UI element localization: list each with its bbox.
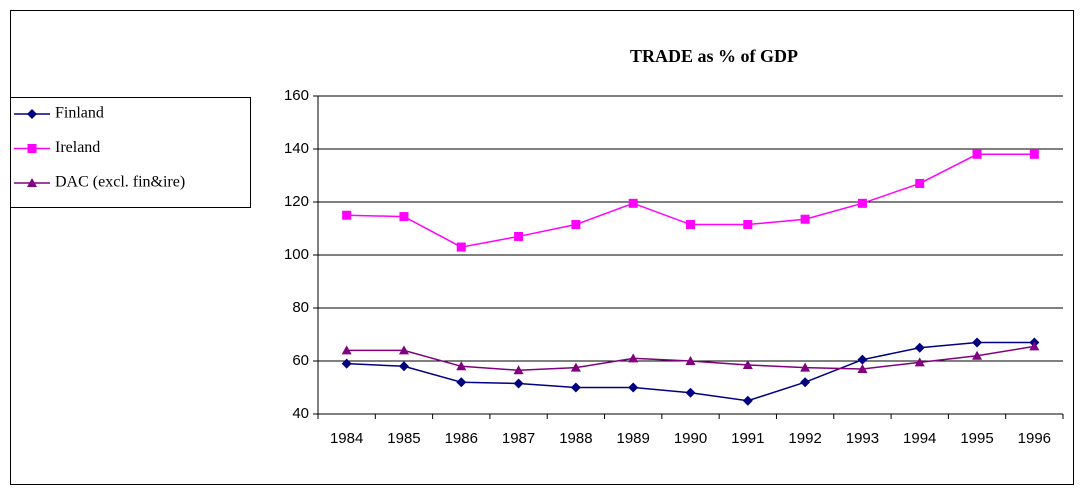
- x-tick-label: 1992: [788, 430, 821, 447]
- chart-title: TRADE as % of GDP: [630, 46, 798, 66]
- x-tick-label: 1989: [617, 430, 650, 447]
- legend-label: DAC (excl. fin&ire): [55, 174, 185, 191]
- x-tick-label: 1988: [559, 430, 592, 447]
- marker: [399, 212, 409, 222]
- marker: [743, 220, 753, 230]
- y-tick-label: 140: [284, 140, 309, 157]
- x-tick-label: 1984: [330, 430, 363, 447]
- marker: [571, 220, 581, 230]
- x-tick-label: 1987: [502, 430, 535, 447]
- marker: [342, 210, 352, 220]
- x-tick-label: 1991: [731, 430, 764, 447]
- marker: [915, 178, 925, 188]
- marker: [27, 144, 37, 153]
- x-tick-label: 1993: [846, 430, 879, 447]
- y-tick-label: 80: [292, 299, 309, 316]
- marker: [742, 395, 753, 406]
- y-tick-label: 40: [292, 405, 309, 422]
- y-tick-label: 60: [292, 352, 309, 369]
- marker: [1029, 149, 1039, 159]
- marker: [857, 198, 867, 208]
- marker: [685, 387, 696, 398]
- marker: [513, 378, 524, 389]
- legend-label: Finland: [55, 105, 104, 122]
- marker: [800, 377, 811, 388]
- marker: [514, 231, 524, 241]
- marker: [857, 363, 868, 373]
- marker: [341, 345, 352, 355]
- chart-border: [10, 10, 1074, 485]
- marker: [972, 350, 983, 360]
- marker: [341, 358, 352, 369]
- marker: [972, 337, 983, 348]
- legend-label: Ireland: [55, 139, 100, 156]
- x-tick-label: 1994: [903, 430, 936, 447]
- marker: [456, 361, 467, 371]
- marker: [628, 198, 638, 208]
- marker: [628, 382, 639, 393]
- marker: [27, 178, 37, 187]
- marker: [914, 357, 925, 367]
- marker: [27, 109, 37, 119]
- marker: [398, 345, 409, 355]
- marker: [685, 356, 696, 365]
- marker: [628, 353, 639, 363]
- marker: [972, 149, 982, 159]
- marker: [570, 382, 581, 393]
- x-tick-label: 1995: [960, 430, 993, 447]
- marker: [456, 377, 467, 388]
- x-tick-label: 1990: [674, 430, 707, 447]
- marker: [513, 365, 524, 375]
- marker: [800, 214, 810, 224]
- marker: [570, 362, 581, 372]
- marker: [742, 359, 753, 369]
- legend-box: [10, 97, 251, 208]
- x-tick-label: 1996: [1018, 430, 1051, 447]
- marker: [686, 220, 695, 230]
- y-tick-label: 160: [284, 87, 309, 104]
- marker: [914, 342, 925, 353]
- y-tick-label: 100: [284, 246, 309, 263]
- marker: [1029, 341, 1040, 351]
- marker: [857, 354, 868, 365]
- y-tick-label: 120: [284, 193, 309, 210]
- x-tick-label: 1985: [387, 430, 420, 447]
- marker: [800, 362, 811, 372]
- marker: [456, 242, 466, 252]
- marker: [398, 361, 409, 372]
- x-tick-label: 1986: [445, 430, 478, 447]
